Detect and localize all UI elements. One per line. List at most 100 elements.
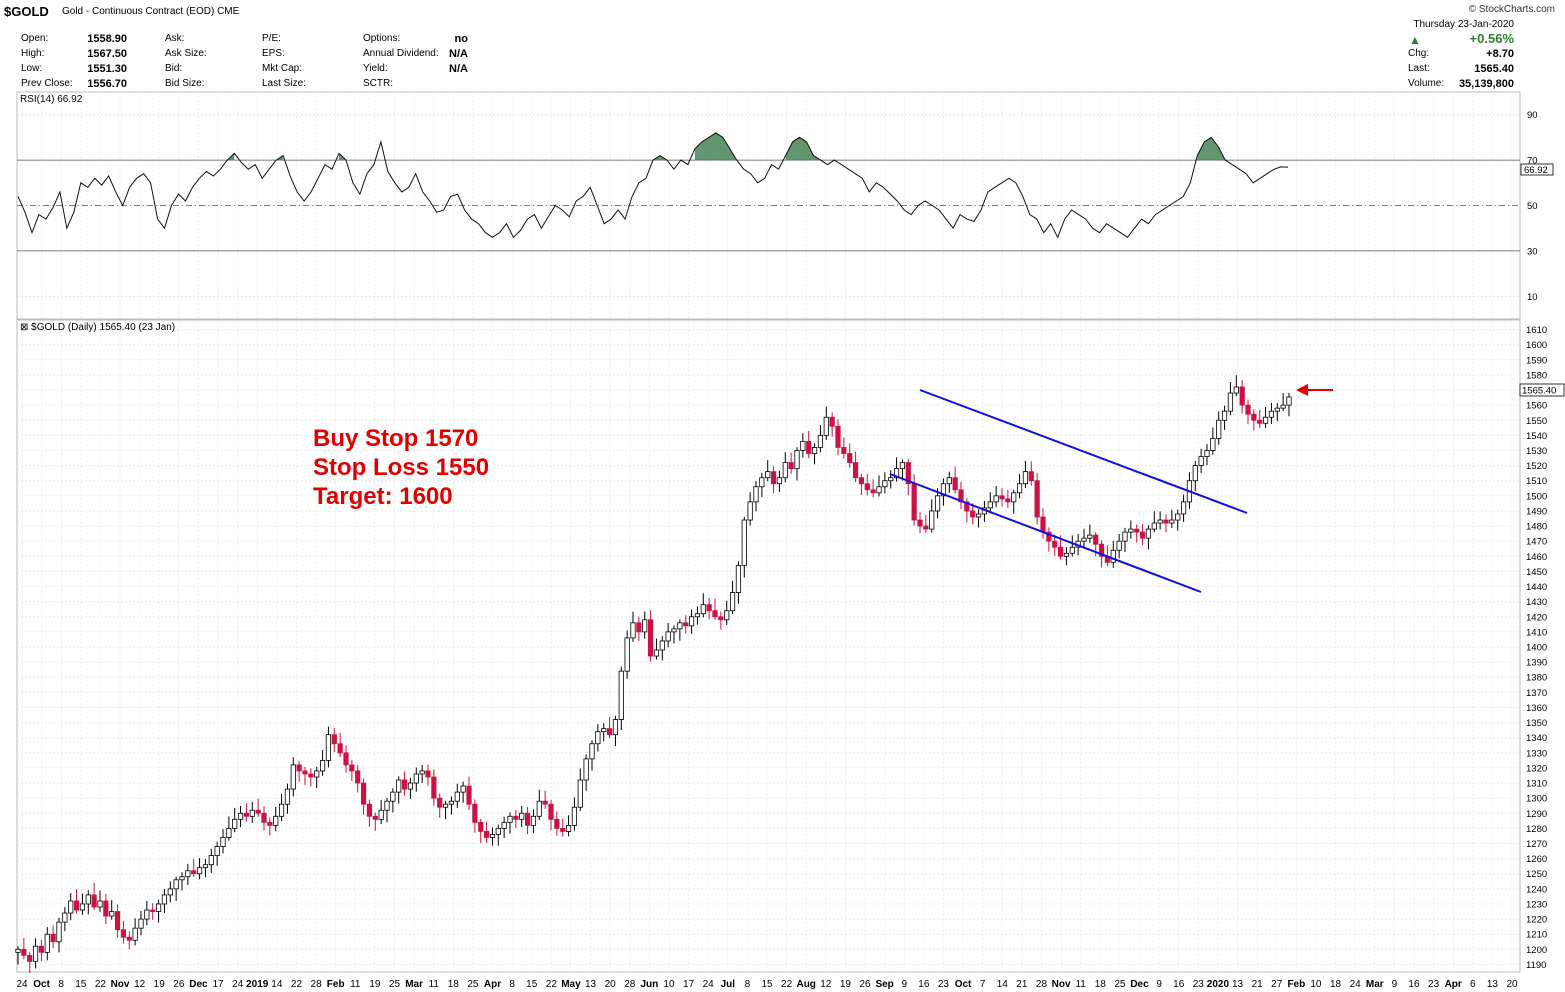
candle: [899, 459, 906, 481]
date-tick-label: 15: [75, 979, 87, 990]
candle: [876, 475, 882, 497]
rsi-last-value-tag: 66.92: [1520, 163, 1554, 176]
quote-mkt-cap-label: Mkt Cap:: [262, 63, 303, 74]
date-tick-label: 17: [212, 979, 224, 990]
candle: [929, 499, 935, 533]
price-label-text: $GOLD (Daily) 1565.40 (23 Jan): [31, 322, 175, 333]
price-y-tick-label: 1450: [1526, 567, 1547, 578]
candle: [296, 760, 302, 782]
candle: [378, 799, 384, 825]
rsi-y-tick-label: 10: [1527, 292, 1538, 303]
candle: [396, 776, 402, 804]
candle: [302, 766, 308, 786]
candle: [1180, 494, 1187, 522]
candle: [366, 799, 373, 827]
candle: [724, 600, 730, 625]
candle: [847, 443, 853, 468]
date-tick-label: Sep: [875, 979, 893, 990]
quote-last-size-label: Last Size:: [262, 78, 306, 89]
candle: [1081, 528, 1087, 547]
candle: [759, 472, 765, 497]
date-tick-label: 11: [350, 979, 361, 990]
rsi-label: RSI(14) 66.92: [20, 94, 83, 105]
candle: [753, 480, 759, 512]
rsi-overbought-area: [653, 155, 667, 161]
candle: [806, 430, 812, 459]
date-tick-label: Nov: [111, 979, 130, 990]
candle: [624, 630, 630, 679]
candle: [1210, 427, 1216, 455]
quote-yield-value: N/A: [449, 63, 468, 75]
candle: [688, 609, 695, 634]
candle: [905, 458, 911, 496]
rsi-y-tick-label: 30: [1527, 246, 1538, 257]
quote-ask-size-label: Ask Size:: [165, 48, 207, 59]
price-label: ⊠ $GOLD (Daily) 1565.40 (23 Jan): [20, 322, 175, 333]
date-tick-label: 7: [980, 979, 986, 990]
red-arrow-icon: [1296, 384, 1333, 396]
candle: [999, 488, 1005, 507]
candle: [595, 724, 601, 752]
candle: [360, 778, 367, 815]
candle: [653, 638, 660, 660]
candle: [601, 723, 607, 742]
candle: [232, 807, 238, 833]
candle: [1145, 525, 1152, 550]
price-y-tick-label: 1470: [1526, 537, 1547, 548]
candle: [419, 764, 425, 784]
quote-options-value: no: [454, 33, 468, 45]
candle: [196, 858, 203, 880]
price-y-tick-label: 1240: [1526, 884, 1547, 895]
candle: [314, 766, 320, 789]
candle: [284, 783, 291, 814]
candle: [413, 767, 419, 792]
candle: [103, 893, 109, 925]
up-arrow-icon: ▲: [1409, 33, 1421, 47]
candle: [923, 514, 929, 534]
date-tick-label: 18: [1330, 979, 1342, 990]
candle: [73, 889, 80, 914]
candle: [120, 920, 127, 944]
candle: [524, 807, 531, 835]
price-y-tick-label: 1600: [1526, 340, 1547, 351]
candle: [647, 610, 654, 662]
candle: [79, 893, 86, 915]
candle: [62, 907, 68, 932]
date-tick-label: 11: [1075, 979, 1086, 990]
date-tick-label: 16: [1173, 979, 1185, 990]
candle: [214, 841, 220, 866]
price-y-tick-label: 1460: [1526, 552, 1547, 563]
date-tick-label: Apr: [484, 979, 501, 990]
quote-dividend-label: Annual Dividend:: [363, 48, 439, 59]
quote-high-label: High:: [21, 48, 45, 59]
candle: [571, 797, 578, 831]
candle: [577, 768, 583, 811]
candle: [191, 858, 197, 877]
stockcharts-logo[interactable]: © StockCharts.com: [1468, 4, 1555, 15]
quote-dividend-value: N/A: [449, 48, 468, 60]
candle: [1239, 380, 1245, 414]
price-y-tick-label: 1300: [1526, 794, 1547, 805]
instrument-name: Gold - Continuous Contract (EOD) CME: [62, 6, 240, 17]
candle: [278, 793, 285, 822]
rsi-y-tick-label: 90: [1527, 110, 1538, 121]
date-tick-label: 2019: [246, 979, 269, 990]
rsi-series-line: [17, 132, 1289, 239]
candle: [1134, 524, 1140, 543]
buy-stop-text: Buy Stop 1570: [313, 425, 479, 452]
candle: [150, 903, 156, 920]
candle: [800, 433, 806, 458]
price-y-tick-label: 1370: [1526, 688, 1547, 699]
candle: [448, 796, 455, 815]
candle: [1163, 514, 1169, 533]
candle: [946, 471, 952, 493]
candle: [1169, 509, 1175, 528]
candle: [460, 781, 466, 803]
rsi-reference-lines: [17, 159, 1520, 252]
date-tick-label: 8: [745, 979, 751, 990]
candle: [407, 777, 414, 799]
candle: [208, 848, 214, 873]
candle: [788, 452, 794, 474]
candle: [1251, 409, 1257, 431]
date-tick-label: 19: [369, 979, 381, 990]
